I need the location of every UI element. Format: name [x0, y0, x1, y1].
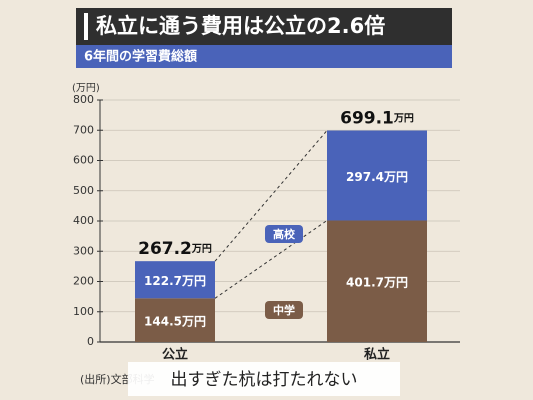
- connector-line: [214, 130, 328, 262]
- y-tick-label: 300: [73, 244, 94, 257]
- total-value: 699.1: [340, 109, 394, 129]
- bar-segment: [135, 261, 215, 299]
- y-axis-unit: (万円): [72, 83, 100, 94]
- total-value: 267.2: [138, 239, 192, 259]
- total-label: 267.2万円: [138, 239, 212, 259]
- legend-label: 高校: [273, 227, 296, 241]
- y-tick-label: 400: [73, 214, 94, 227]
- value-label: 297.4万円: [346, 170, 408, 184]
- bar-segment: [327, 220, 427, 342]
- value-label: 401.7万円: [346, 276, 408, 290]
- y-tick-label: 0: [87, 335, 94, 348]
- watermark-box: [128, 362, 400, 396]
- legend-label: 中学: [273, 303, 295, 317]
- value-label: 144.5万円: [144, 315, 206, 329]
- legend-badge: [265, 301, 303, 319]
- chart-subtitle: 6年間の学習費総額: [84, 49, 197, 65]
- value-label: 122.7万円: [144, 274, 206, 288]
- subtitle-bar: [76, 45, 452, 68]
- y-tick-label: 100: [73, 305, 94, 318]
- y-tick-label: 500: [73, 184, 94, 197]
- watermark: 出すぎた杭は打たれない: [171, 370, 358, 390]
- title-accent: [84, 13, 88, 40]
- chart-title: 私立に通う費用は公立の2.6倍: [96, 14, 385, 38]
- x-tick-label: 私立: [364, 347, 390, 363]
- y-tick-label: 600: [73, 154, 94, 167]
- y-tick-label: 800: [73, 93, 94, 106]
- total-label: 699.1万円: [340, 109, 414, 129]
- connector-line: [214, 220, 328, 299]
- bar-segment: [135, 298, 215, 342]
- y-tick-label: 200: [73, 275, 94, 288]
- total-unit: 万円: [191, 243, 212, 255]
- total-unit: 万円: [393, 113, 414, 125]
- title-bar: [76, 8, 452, 45]
- legend-badge: [265, 225, 303, 243]
- x-tick-label: 公立: [162, 347, 188, 363]
- bar-segment: [327, 130, 427, 221]
- y-tick-label: 700: [73, 123, 94, 136]
